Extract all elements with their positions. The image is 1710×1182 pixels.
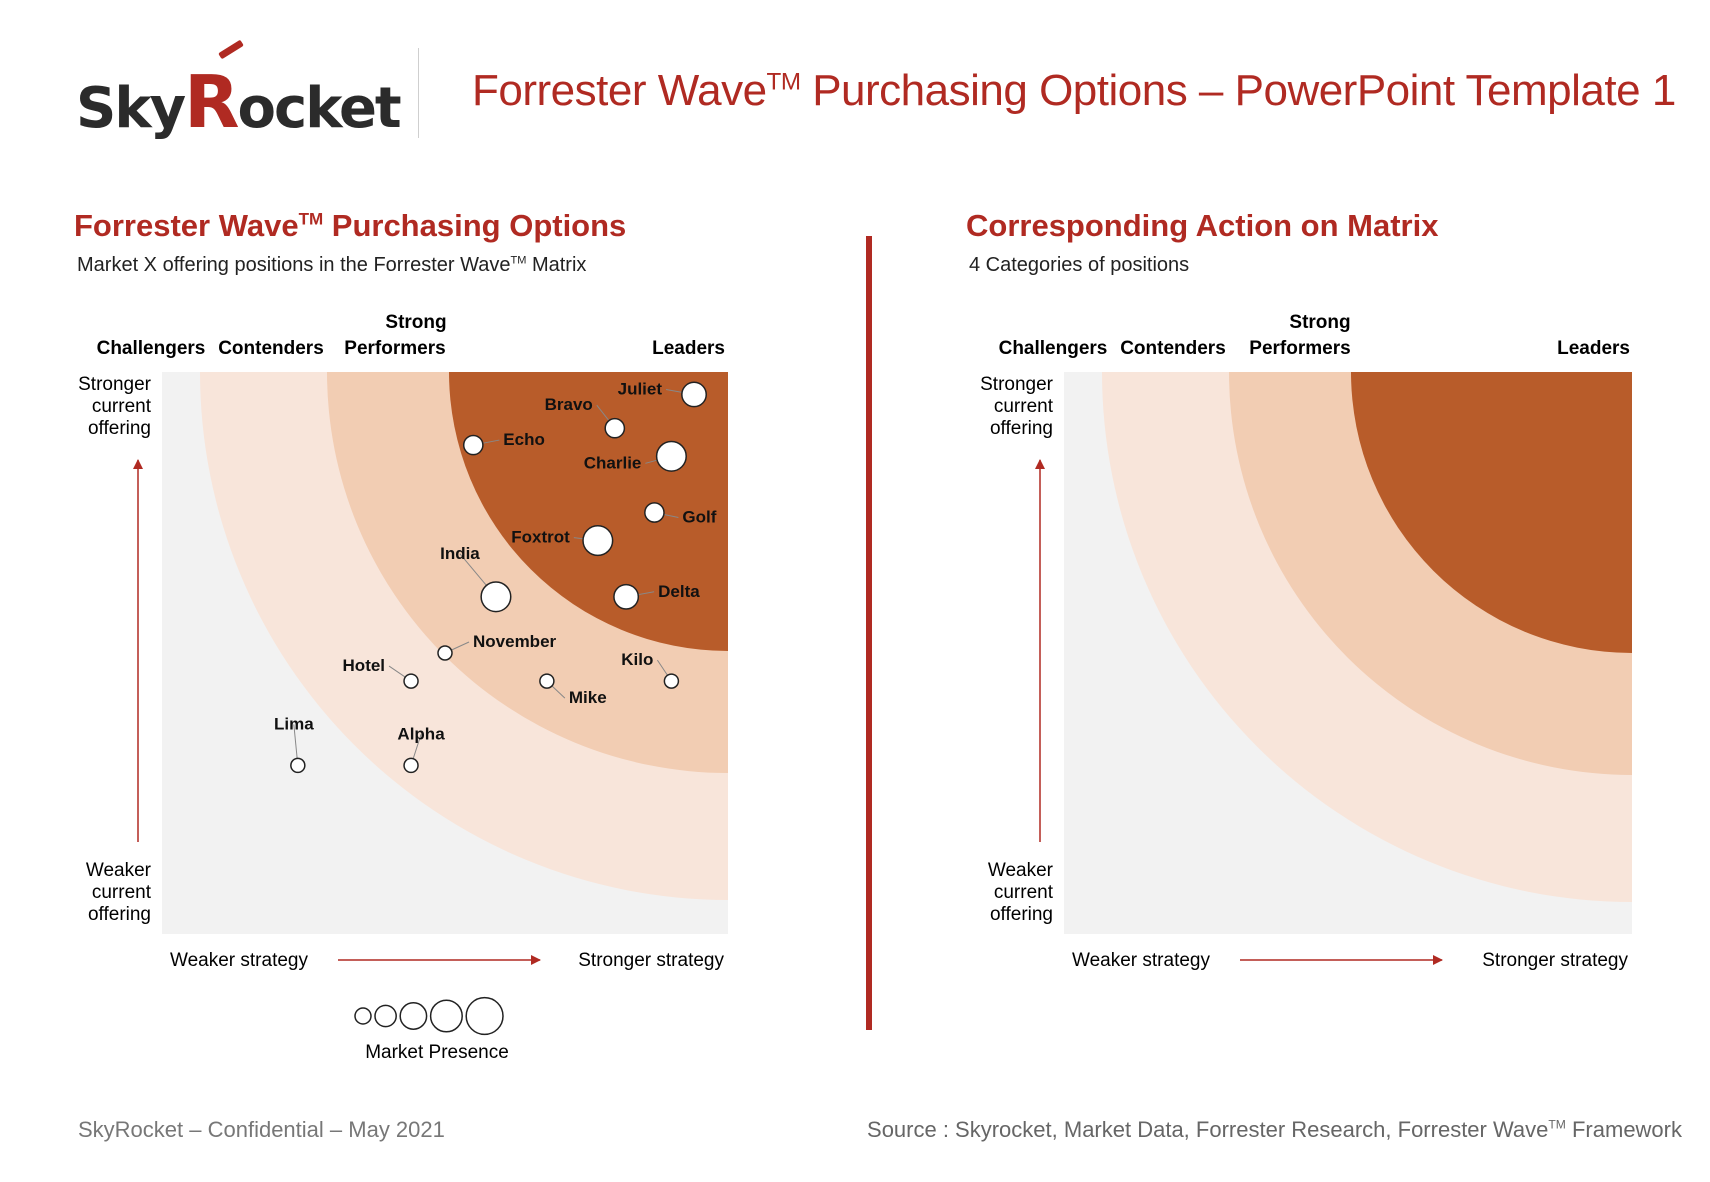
point-foxtrot xyxy=(582,525,614,557)
legend-circle-4 xyxy=(429,999,463,1033)
y-bottom-label-1: Weaker xyxy=(86,860,152,881)
category-challengers: Challengers xyxy=(97,338,206,359)
point-delta xyxy=(613,583,640,610)
point-golf xyxy=(644,502,665,523)
point-label-juliet: Juliet xyxy=(618,379,663,398)
y-top-label-2: current xyxy=(92,396,152,417)
right-bands xyxy=(1064,372,1632,934)
right-x-right-label: Stronger strategy xyxy=(1482,950,1628,971)
right-x-left-label: Weaker strategy xyxy=(1072,950,1210,971)
y-bottom-label-2: current xyxy=(92,882,152,903)
left-section-title: Forrester WaveTM Purchasing Options xyxy=(74,208,627,243)
category-contenders: Contenders xyxy=(218,338,324,359)
point-india xyxy=(480,581,512,613)
right-y-bottom-label-1: Weaker xyxy=(988,860,1054,881)
point-hotel xyxy=(403,673,419,689)
point-label-alpha: Alpha xyxy=(397,724,445,743)
category-strong-line2: Performers xyxy=(344,338,445,359)
right-y-bottom-label-2: current xyxy=(994,882,1054,903)
point-label-november: November xyxy=(473,632,557,651)
point-label-lima: Lima xyxy=(274,714,314,733)
point-echo xyxy=(462,434,484,456)
x-left-label: Weaker strategy xyxy=(170,950,308,971)
band-leaders xyxy=(449,372,728,651)
left-bands xyxy=(162,372,728,934)
point-mike xyxy=(539,673,555,689)
right-y-top-label-1: Stronger xyxy=(980,374,1054,395)
legend-circle-1 xyxy=(354,1007,372,1025)
footer-confidential: SkyRocket – Confidential – May 2021 xyxy=(78,1117,445,1142)
point-label-bravo: Bravo xyxy=(545,395,593,414)
point-label-golf: Golf xyxy=(682,508,716,527)
right-category-leaders: Leaders xyxy=(1557,338,1630,359)
point-label-hotel: Hotel xyxy=(343,656,386,675)
page-title: Forrester WaveTM Purchasing Options – Po… xyxy=(472,66,1676,115)
logo-text: SkyRocket xyxy=(76,60,402,144)
right-category-contenders: Contenders xyxy=(1120,338,1226,359)
point-november xyxy=(437,645,453,661)
point-kilo xyxy=(663,673,680,689)
point-label-charlie: Charlie xyxy=(584,453,642,472)
point-lima xyxy=(290,757,306,774)
right-wave-chart: Challengers Contenders Strong Performers… xyxy=(980,312,1632,971)
header-divider xyxy=(418,48,419,138)
point-label-foxtrot: Foxtrot xyxy=(511,528,570,547)
right-category-challengers: Challengers xyxy=(999,338,1108,359)
right-section-title: Corresponding Action on Matrix xyxy=(966,208,1439,243)
y-bottom-label-3: offering xyxy=(88,904,151,925)
market-presence-legend xyxy=(354,996,504,1036)
left-wave-chart: Challengers Contenders Strong Performers… xyxy=(78,312,728,1063)
right-category-strong-line1: Strong xyxy=(1289,312,1350,333)
point-label-kilo: Kilo xyxy=(621,650,653,669)
point-alpha xyxy=(403,757,419,774)
legend-circle-2 xyxy=(374,1004,397,1028)
point-label-echo: Echo xyxy=(503,430,545,449)
legend-circle-3 xyxy=(399,1002,428,1030)
point-label-delta: Delta xyxy=(658,582,700,601)
point-charlie xyxy=(655,440,687,472)
logo-accent-mark xyxy=(218,39,244,60)
right-band-leaders xyxy=(1351,372,1632,653)
right-y-bottom-label-3: offering xyxy=(990,904,1053,925)
y-top-label-1: Stronger xyxy=(78,374,152,395)
right-y-top-label-3: offering xyxy=(990,418,1053,439)
category-strong-line1: Strong xyxy=(385,312,446,333)
left-section-subtitle: Market X offering positions in the Forre… xyxy=(77,254,587,276)
footer-source: Source : Skyrocket, Market Data, Forrest… xyxy=(867,1117,1682,1142)
point-bravo xyxy=(604,417,626,439)
y-top-label-3: offering xyxy=(88,418,151,439)
category-leaders: Leaders xyxy=(652,338,725,359)
x-right-label: Stronger strategy xyxy=(578,950,724,971)
right-y-top-label-2: current xyxy=(994,396,1054,417)
right-section-subtitle: 4 Categories of positions xyxy=(969,254,1190,276)
skyrocket-logo: SkyRocket xyxy=(76,38,402,144)
legend-label: Market Presence xyxy=(365,1042,509,1063)
point-label-india: India xyxy=(440,544,480,563)
center-divider xyxy=(866,236,872,1030)
right-category-strong-line2: Performers xyxy=(1249,338,1350,359)
point-label-mike: Mike xyxy=(569,688,607,707)
legend-circle-5 xyxy=(465,996,504,1036)
point-juliet xyxy=(681,381,707,408)
